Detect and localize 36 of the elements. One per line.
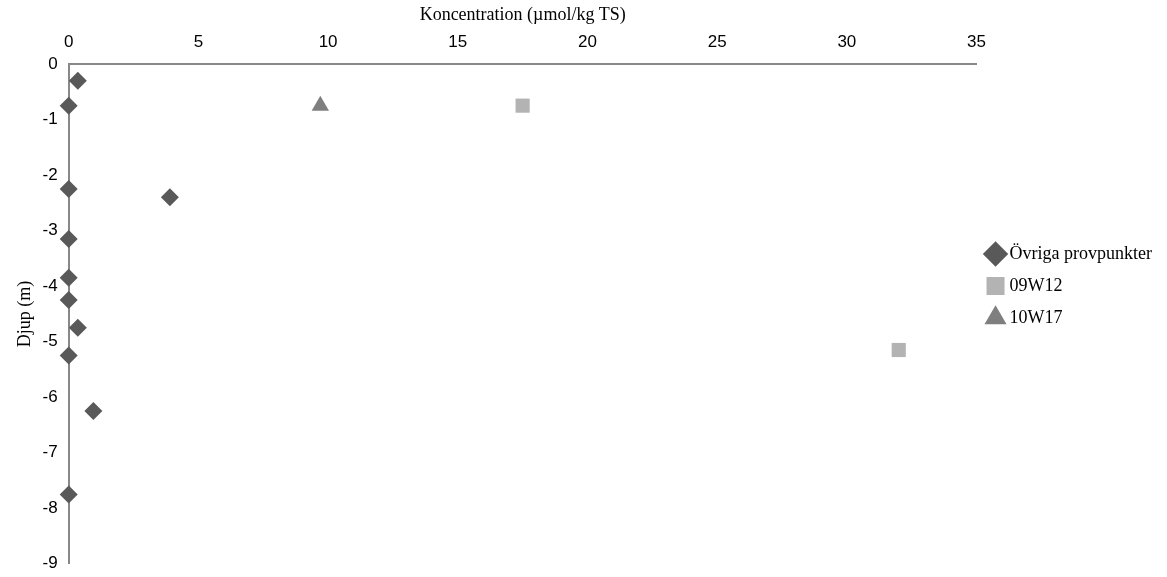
- point: [59, 346, 78, 365]
- point: [84, 402, 103, 421]
- point: [68, 318, 87, 337]
- y-tick-label: -1: [42, 109, 58, 129]
- x-tick-label: 35: [967, 32, 986, 52]
- x-tick-label: 25: [707, 32, 727, 52]
- y-tick-label: -4: [42, 275, 58, 295]
- x-tick-label: 5: [193, 32, 204, 52]
- y-axis-title: Djup (m): [13, 280, 35, 348]
- point: [59, 179, 78, 198]
- point: [59, 291, 78, 310]
- x-tick-label: 0: [63, 32, 74, 52]
- x-axis-title: Koncentration (µmol/kg TS): [419, 3, 626, 25]
- y-tick-label: -8: [42, 497, 58, 517]
- y-tick-label: -2: [42, 164, 58, 184]
- y-tick-label: -6: [42, 386, 58, 406]
- x-tick-label: 10: [318, 32, 338, 52]
- y-tick-label: -3: [42, 220, 58, 240]
- legend-label: 09W12: [1009, 274, 1063, 295]
- point: [59, 485, 78, 504]
- y-tick-label: -9: [42, 553, 58, 573]
- point: [59, 268, 78, 287]
- point: [59, 229, 78, 248]
- point: [891, 342, 906, 358]
- legend-label: Övriga provpunkter: [1009, 242, 1153, 263]
- y-tick-label: 0: [48, 53, 58, 73]
- y-tick-label: -7: [42, 442, 58, 462]
- x-tick-label: 30: [837, 32, 857, 52]
- point: [68, 71, 87, 90]
- x-tick-label: 15: [448, 32, 468, 52]
- point: [515, 98, 530, 113]
- y-tick-label: -5: [42, 331, 58, 351]
- x-tick-label: 20: [578, 32, 597, 52]
- point: [59, 96, 78, 115]
- point: [160, 188, 179, 207]
- legend-label: 10W17: [1009, 306, 1063, 327]
